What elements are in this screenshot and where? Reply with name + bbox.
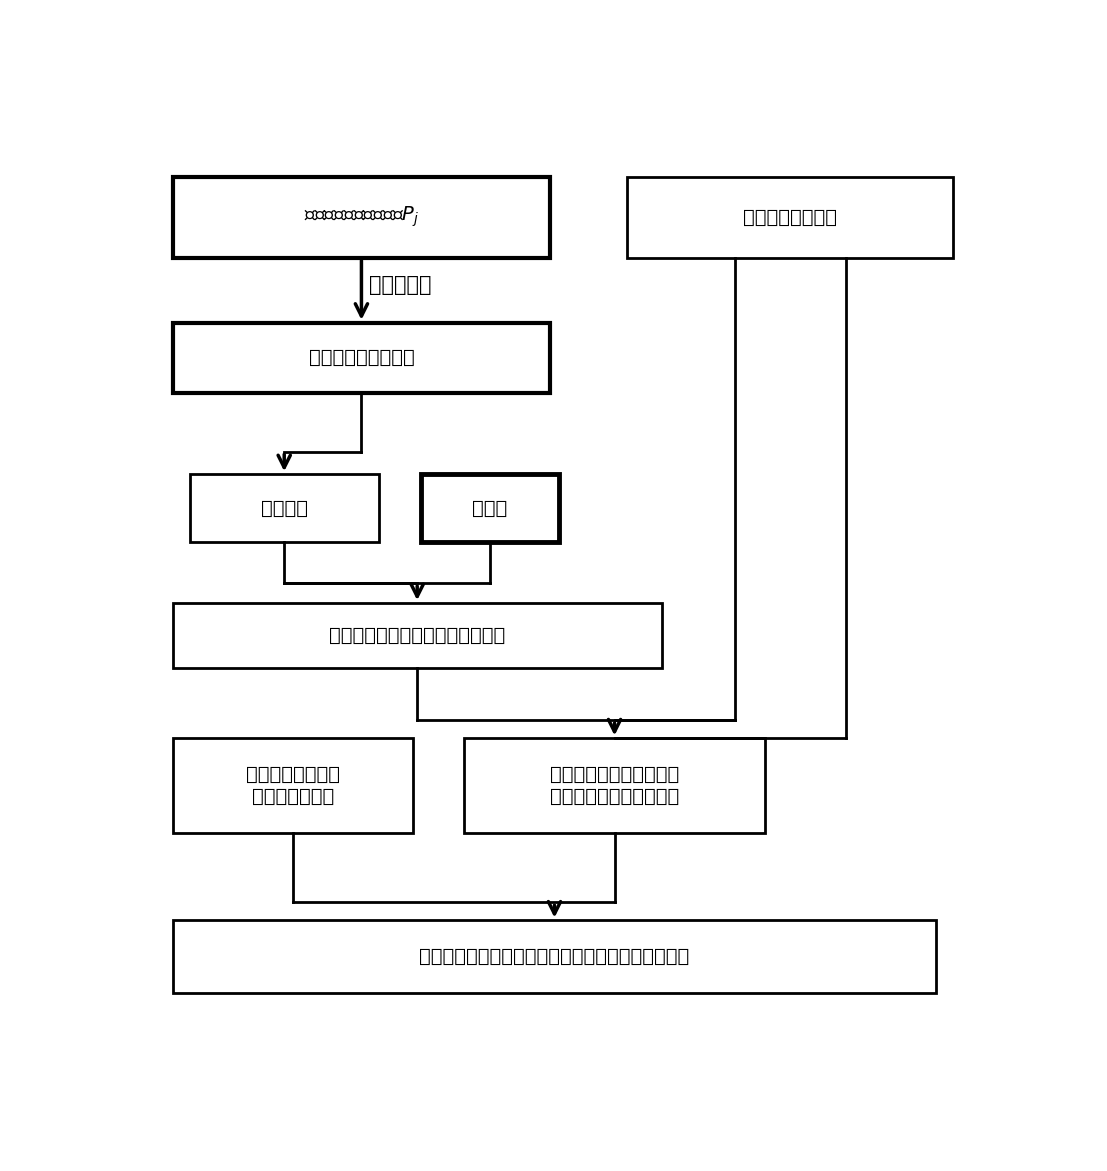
- Text: 标准化处理: 标准化处理: [369, 275, 432, 295]
- FancyBboxPatch shape: [422, 474, 559, 542]
- FancyBboxPatch shape: [173, 177, 550, 258]
- Text: 飞行测试状态开始
时间和结束时间: 飞行测试状态开始 时间和结束时间: [246, 765, 340, 806]
- Text: 基频周期: 基频周期: [261, 499, 308, 518]
- Text: 采集旋转部件载荷: 采集旋转部件载荷: [744, 207, 837, 227]
- FancyBboxPatch shape: [173, 920, 937, 993]
- Text: 单周期内旋转部件载荷的数据点数: 单周期内旋转部件载荷的数据点数: [329, 626, 505, 645]
- Text: 标准桨叶方位角信号: 标准桨叶方位角信号: [309, 348, 414, 368]
- Text: 采样率: 采样率: [473, 499, 508, 518]
- Text: 飞行测试状态旋转部件载荷中的静态载荷和动态载荷: 飞行测试状态旋转部件载荷中的静态载荷和动态载荷: [420, 947, 690, 966]
- FancyBboxPatch shape: [190, 474, 379, 542]
- FancyBboxPatch shape: [173, 739, 413, 833]
- Text: 采集直升机桨叶方位角$P_j$: 采集直升机桨叶方位角$P_j$: [303, 205, 420, 230]
- FancyBboxPatch shape: [173, 603, 662, 667]
- FancyBboxPatch shape: [173, 323, 550, 393]
- FancyBboxPatch shape: [628, 177, 953, 258]
- Text: 基频周期内旋转部件载荷
中的静态载荷和动态载荷: 基频周期内旋转部件载荷 中的静态载荷和动态载荷: [550, 765, 680, 806]
- FancyBboxPatch shape: [465, 739, 765, 833]
